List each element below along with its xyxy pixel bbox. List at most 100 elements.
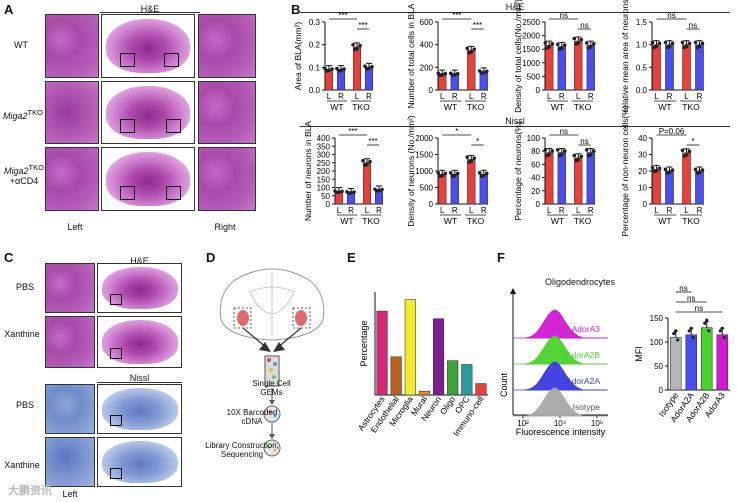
chart-b1: 0.00.10.20.3L R L RWT TKO******Area of BLA(m… (293, 11, 374, 112)
y-tick-label: 0 (429, 200, 434, 209)
data-point (550, 41, 555, 46)
data-point (370, 64, 374, 69)
data-point (720, 326, 724, 330)
y-tick-label: 1.0 (636, 41, 648, 50)
x-sub-label: R (559, 206, 565, 215)
x-sub-label: L (440, 92, 445, 101)
sig-label: ns (679, 284, 687, 293)
arrow-left-head (259, 342, 271, 352)
y-tick-label: 60 (531, 160, 540, 169)
x-sub-label: R (376, 206, 382, 215)
group-label: WT (658, 216, 671, 226)
step-library-line1: Library Construction, (205, 441, 279, 450)
bar (325, 69, 333, 91)
group-label: TKO (362, 216, 380, 226)
y-tick-label: 400 (420, 41, 434, 50)
group-label: TKO (467, 102, 485, 112)
bar-opc (461, 364, 473, 396)
data-point (438, 73, 443, 77)
data-point (375, 189, 379, 193)
panel-b-he-rule (300, 12, 730, 13)
data-point (650, 165, 655, 170)
y-tick-label: 0.5 (636, 63, 648, 72)
panel-c-he-title: H&E (130, 256, 149, 266)
wt-roi-left (120, 53, 135, 67)
y-axis-title: Count (499, 373, 509, 398)
data-point (682, 45, 687, 50)
watermark: 大鹏资讯 (8, 485, 52, 497)
group-label: WT (444, 102, 457, 112)
row-label-wt: WT (14, 40, 28, 50)
data-point (663, 40, 668, 45)
bar (652, 169, 661, 205)
data-point (682, 154, 687, 158)
step-single-cell-line1: Single Cell (252, 379, 291, 388)
group-label: WT (551, 216, 564, 226)
sig-label: * (476, 137, 479, 146)
data-point (477, 171, 482, 175)
panel-label-b: B (291, 2, 301, 17)
cd4-left-zoom (45, 147, 99, 211)
data-point (572, 36, 577, 41)
y-tick-label: 1500 (522, 45, 540, 54)
y-tick-label: 30 (638, 151, 647, 160)
panel-b-he-header: H&E (505, 2, 525, 12)
y-tick-label: 0 (326, 200, 331, 209)
y-tick-label: 20 (638, 167, 647, 176)
data-point (361, 158, 365, 163)
row-label-tko: Miga2TKO (2, 108, 44, 121)
x-sub-label: L (654, 92, 659, 101)
c-xan-he-zoom (45, 316, 95, 368)
arrow-right-head (273, 342, 285, 352)
x-sub-label: R (481, 206, 487, 215)
data-point (663, 167, 668, 172)
bar (695, 170, 704, 205)
bar (337, 69, 345, 91)
c-row-pbs-nissl: PBS (15, 400, 34, 410)
y-tick-label: 1000 (522, 59, 540, 68)
c-pbs-nissl-zoom (45, 384, 95, 434)
group-label: TKO (682, 102, 700, 112)
x-sub-label: L (469, 92, 474, 101)
step-barcoded-line2: cDNA (241, 417, 263, 426)
sig-label: ns (580, 21, 588, 30)
data-point (368, 159, 372, 164)
data-point (353, 47, 357, 52)
data-point (545, 46, 550, 50)
data-point (693, 40, 698, 45)
y-tick-label: 500 (527, 72, 541, 81)
chart-celltype-percentage: PercentageAstrocytesEndothelialMicroglia… (356, 292, 488, 438)
y-tick-label: 0.2 (309, 41, 321, 50)
bar-isotype (670, 336, 682, 391)
data-point (436, 171, 441, 175)
group-label: TKO (574, 102, 592, 112)
c-pbs-nissl-brain (102, 388, 178, 430)
step-barcoded-cdna: 10X Barcoded cDNA (222, 408, 282, 426)
y-tick-label: 2000 (415, 134, 433, 143)
histogram-adora3 (524, 309, 606, 339)
data-point (670, 41, 675, 46)
data-point (347, 191, 351, 195)
x-sub-label: L (654, 206, 659, 215)
y-tick-label: 0.0 (309, 86, 321, 95)
y-axis-title: Percentage (359, 320, 369, 366)
x-sub-label: L (684, 92, 689, 101)
y-tick-label: 500 (420, 184, 434, 193)
bar (652, 44, 661, 91)
data-point (448, 171, 453, 175)
group-label: TKO (682, 216, 700, 226)
data-point (550, 149, 555, 153)
data-point (665, 45, 670, 50)
sig-label: ns (687, 294, 695, 303)
x-sub-label: R (588, 92, 594, 101)
x-sub-label: R (481, 92, 487, 101)
sig-label: ns (560, 127, 568, 136)
data-point (443, 71, 448, 76)
sig-label: *** (338, 11, 347, 20)
data-point (450, 174, 455, 178)
